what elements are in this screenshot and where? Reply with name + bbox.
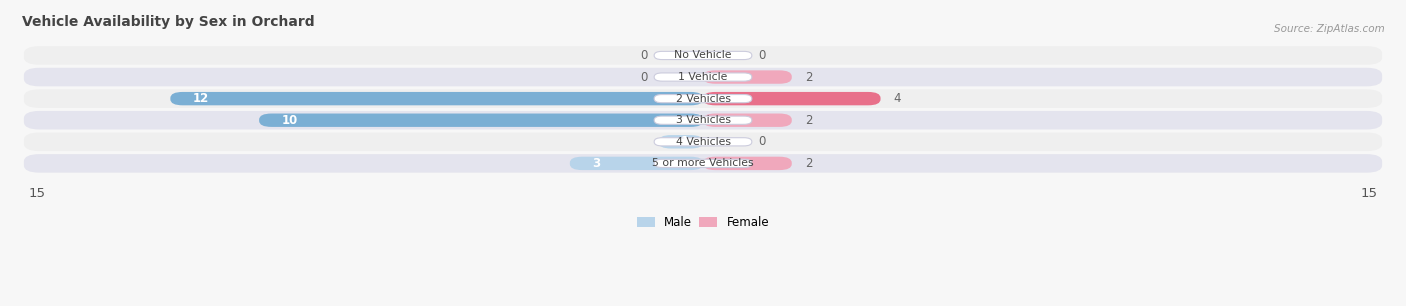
FancyBboxPatch shape bbox=[654, 116, 752, 124]
FancyBboxPatch shape bbox=[569, 157, 703, 170]
Text: 5 or more Vehicles: 5 or more Vehicles bbox=[652, 159, 754, 168]
FancyBboxPatch shape bbox=[24, 111, 1382, 129]
Text: 1: 1 bbox=[681, 135, 689, 148]
Text: 12: 12 bbox=[193, 92, 209, 105]
FancyBboxPatch shape bbox=[654, 51, 752, 60]
Text: 3 Vehicles: 3 Vehicles bbox=[675, 115, 731, 125]
Text: 0: 0 bbox=[758, 135, 766, 148]
Text: No Vehicle: No Vehicle bbox=[675, 50, 731, 61]
Text: 1 Vehicle: 1 Vehicle bbox=[678, 72, 728, 82]
FancyBboxPatch shape bbox=[703, 70, 792, 84]
FancyBboxPatch shape bbox=[703, 92, 880, 105]
Legend: Male, Female: Male, Female bbox=[633, 211, 773, 233]
Text: 0: 0 bbox=[640, 71, 648, 84]
FancyBboxPatch shape bbox=[24, 68, 1382, 86]
Text: 3: 3 bbox=[592, 157, 600, 170]
Text: Source: ZipAtlas.com: Source: ZipAtlas.com bbox=[1274, 24, 1385, 35]
FancyBboxPatch shape bbox=[654, 138, 752, 146]
Text: 2: 2 bbox=[806, 114, 813, 127]
FancyBboxPatch shape bbox=[654, 95, 752, 103]
Text: 0: 0 bbox=[640, 49, 648, 62]
FancyBboxPatch shape bbox=[24, 89, 1382, 108]
FancyBboxPatch shape bbox=[703, 157, 792, 170]
Text: 2: 2 bbox=[806, 71, 813, 84]
Text: 10: 10 bbox=[281, 114, 298, 127]
FancyBboxPatch shape bbox=[24, 132, 1382, 151]
FancyBboxPatch shape bbox=[654, 73, 752, 81]
FancyBboxPatch shape bbox=[654, 159, 752, 167]
Text: Vehicle Availability by Sex in Orchard: Vehicle Availability by Sex in Orchard bbox=[22, 15, 315, 29]
FancyBboxPatch shape bbox=[703, 114, 792, 127]
Text: 4: 4 bbox=[894, 92, 901, 105]
FancyBboxPatch shape bbox=[658, 135, 703, 148]
FancyBboxPatch shape bbox=[259, 114, 703, 127]
FancyBboxPatch shape bbox=[24, 154, 1382, 173]
Text: 4 Vehicles: 4 Vehicles bbox=[675, 137, 731, 147]
FancyBboxPatch shape bbox=[24, 46, 1382, 65]
Text: 2: 2 bbox=[806, 157, 813, 170]
FancyBboxPatch shape bbox=[170, 92, 703, 105]
Text: 0: 0 bbox=[758, 49, 766, 62]
Text: 2 Vehicles: 2 Vehicles bbox=[675, 94, 731, 104]
